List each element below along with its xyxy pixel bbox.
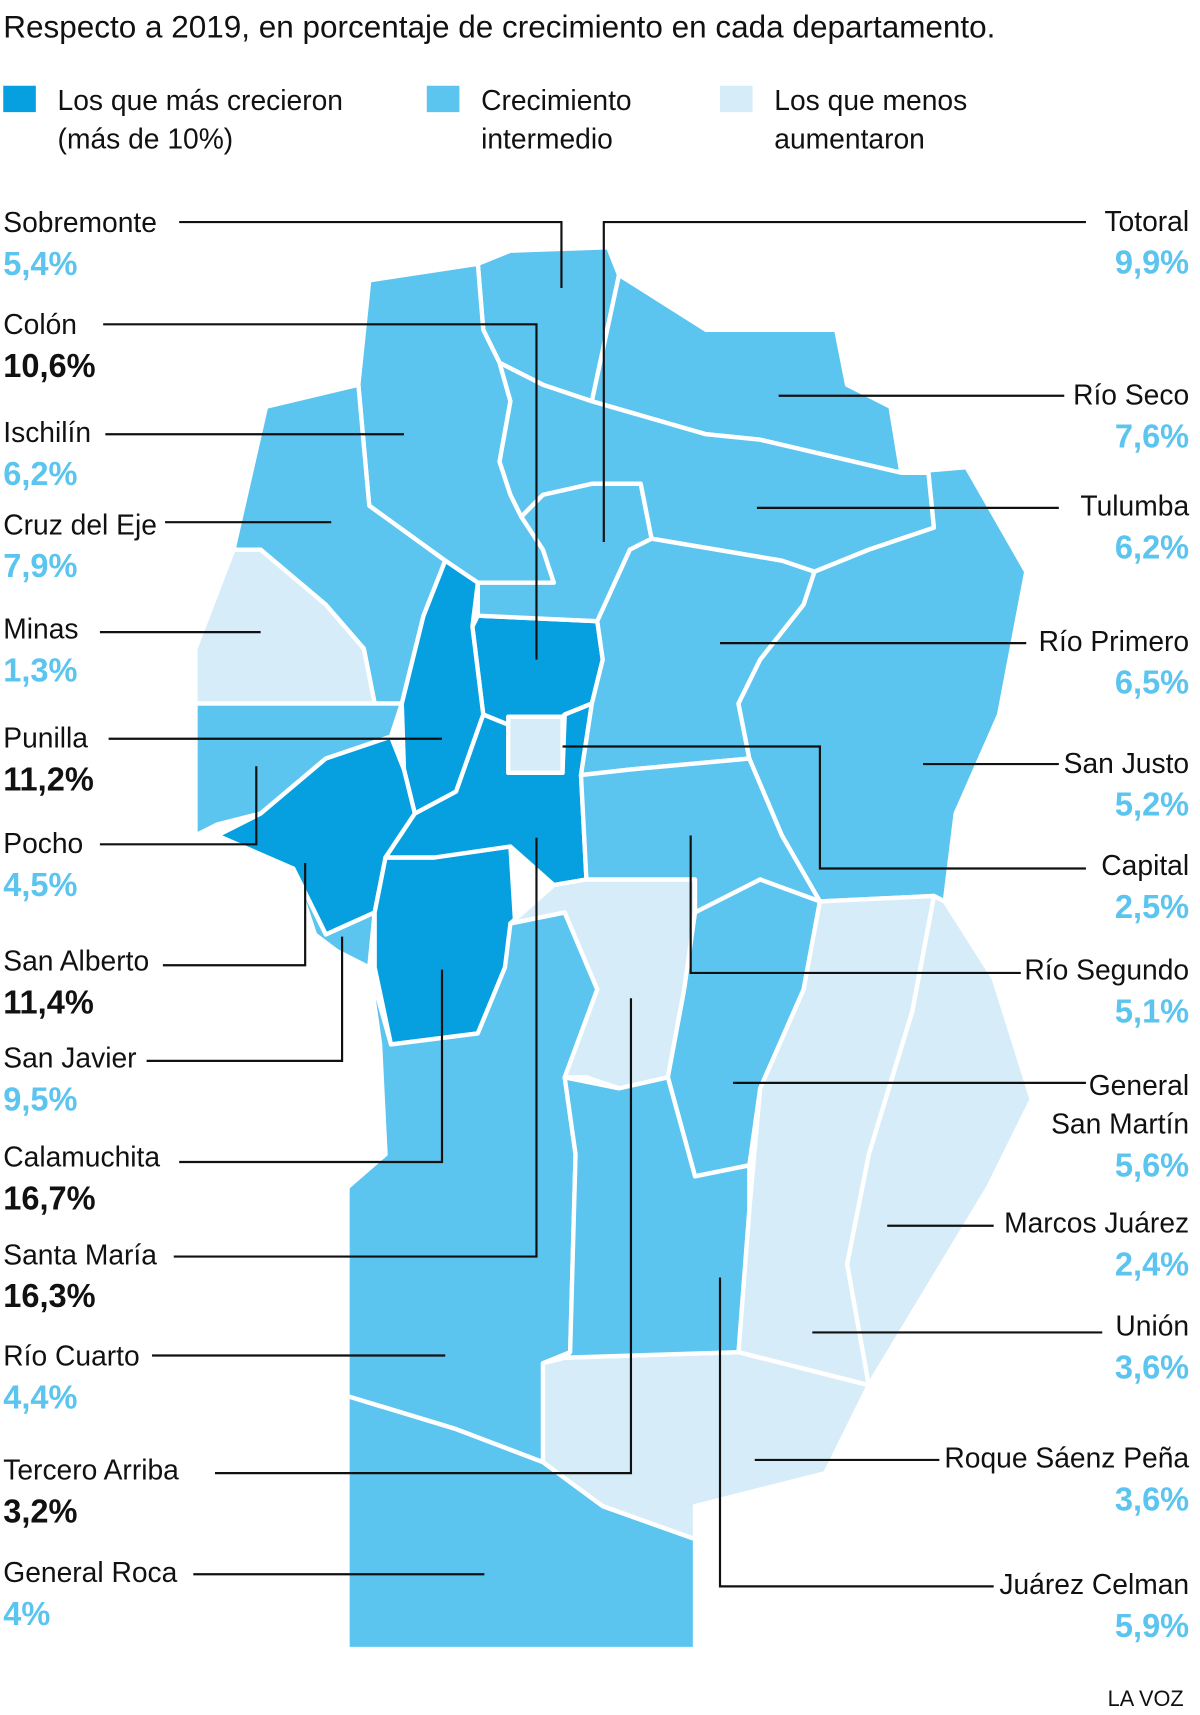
department-value: 5,4%	[3, 245, 77, 282]
department-value: 11,4%	[3, 983, 94, 1020]
department-area	[562, 1075, 752, 1360]
department-area	[540, 1350, 871, 1542]
legend-label: Los que más crecieron	[58, 85, 343, 117]
department-name: San Alberto	[3, 946, 149, 978]
legend-label: intermedio	[481, 123, 613, 155]
department-name: Cruz del Eje	[3, 509, 157, 541]
leader-line	[162, 862, 307, 967]
department-name: Pocho	[3, 828, 83, 860]
leader-line	[173, 837, 538, 1258]
leader-line	[215, 998, 633, 1475]
legend-swatch	[3, 85, 36, 113]
title: Respecto a 2019, en porcentaje de crecim…	[3, 8, 995, 44]
department-name: Roque Sáenz Peña	[944, 1442, 1189, 1474]
leader-line	[602, 220, 1086, 542]
department-value: 5,1%	[1115, 992, 1189, 1029]
department-name: Calamuchita	[3, 1141, 160, 1173]
department-name: Marcos Juárez	[1004, 1207, 1189, 1239]
department-value: 6,2%	[3, 455, 77, 492]
department-value: 5,9%	[1115, 1607, 1189, 1644]
department-name: Tercero Arriba	[3, 1455, 179, 1487]
leader-line	[179, 220, 563, 289]
legend-label: (más de 10%)	[58, 123, 234, 155]
department-name: Río Primero	[1039, 626, 1190, 658]
legend-label: Crecimiento	[481, 85, 632, 117]
department-value: 4,4%	[3, 1378, 77, 1415]
department-name: Santa María	[3, 1239, 157, 1271]
department-name: General	[1089, 1070, 1189, 1102]
department-name: San Justo	[1064, 748, 1189, 780]
department-name: Tulumba	[1080, 490, 1189, 522]
department-name: Capital	[1101, 850, 1189, 882]
department-name: Colón	[3, 309, 77, 341]
department-value: 3,6%	[1115, 1480, 1189, 1517]
leader-line	[689, 835, 1021, 975]
department-name: San Javier	[3, 1042, 136, 1074]
department-value: 4,5%	[3, 866, 77, 903]
department-value: 6,5%	[1115, 664, 1189, 701]
department-value: 3,6%	[1115, 1348, 1189, 1385]
department-value: 16,3%	[3, 1277, 95, 1314]
department-value: 2,5%	[1115, 888, 1189, 925]
department-name: Totoral	[1104, 206, 1189, 238]
source: LA VOZ	[1108, 1686, 1184, 1711]
department-value: 1,3%	[3, 651, 77, 688]
legend-label: aumentaron	[774, 123, 925, 155]
department-value: 7,6%	[1115, 417, 1189, 454]
department-value: 2,4%	[1115, 1245, 1189, 1282]
department-name: General Roca	[3, 1557, 177, 1589]
department-value: 3,2%	[3, 1492, 77, 1529]
department-value: 5,2%	[1115, 786, 1189, 823]
department-name: Minas	[3, 614, 78, 646]
department-value: 4%	[3, 1595, 50, 1632]
department-name: Río Seco	[1073, 379, 1189, 411]
department-value: 5,6%	[1115, 1146, 1189, 1183]
department-value: 11,2%	[3, 760, 94, 797]
department-name: San Martín	[1051, 1108, 1189, 1140]
department-value: 10,6%	[3, 347, 95, 384]
leader-line	[103, 323, 538, 660]
legend-swatch	[720, 85, 753, 113]
department-name: Unión	[1115, 1311, 1189, 1343]
legend-swatch	[426, 85, 460, 113]
department-name: Juárez Celman	[999, 1569, 1189, 1601]
department-value: 6,2%	[1115, 528, 1189, 565]
department-value: 7,9%	[3, 547, 77, 584]
leader-lines	[99, 220, 1103, 1588]
labels: Los que más crecieron (más de 10%) Crecimi…	[3, 85, 1189, 1644]
department-value: 9,9%	[1115, 244, 1189, 281]
leader-line	[562, 745, 1086, 870]
leader-line	[99, 766, 258, 846]
department-name: Ischilín	[3, 417, 91, 449]
leader-line	[718, 1277, 994, 1588]
department-name: Punilla	[3, 722, 88, 754]
department-name: Río Cuarto	[3, 1340, 139, 1372]
leader-line	[179, 969, 444, 1164]
department-area	[193, 547, 377, 706]
leader-line	[146, 936, 344, 1062]
department-value: 16,7%	[3, 1179, 95, 1216]
department-value: 9,5%	[3, 1080, 77, 1117]
department-area	[506, 714, 565, 776]
legend-label: Los que menos	[774, 85, 967, 117]
department-name: Sobremonte	[3, 207, 157, 239]
map	[193, 245, 1034, 1652]
department-name: Río Segundo	[1024, 954, 1189, 986]
